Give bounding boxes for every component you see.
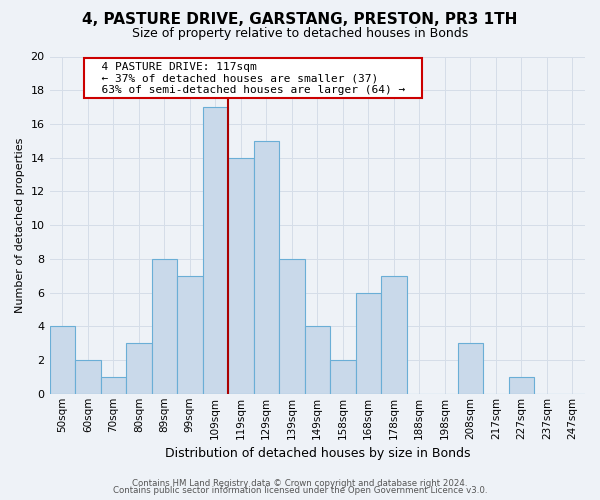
Text: Contains HM Land Registry data © Crown copyright and database right 2024.: Contains HM Land Registry data © Crown c… bbox=[132, 478, 468, 488]
Bar bbox=[101, 377, 126, 394]
X-axis label: Distribution of detached houses by size in Bonds: Distribution of detached houses by size … bbox=[164, 447, 470, 460]
Bar bbox=[228, 158, 254, 394]
Bar bbox=[305, 326, 330, 394]
Bar bbox=[50, 326, 75, 394]
Bar bbox=[177, 276, 203, 394]
Bar bbox=[279, 259, 305, 394]
Bar bbox=[356, 292, 381, 394]
Text: Size of property relative to detached houses in Bonds: Size of property relative to detached ho… bbox=[132, 28, 468, 40]
Bar bbox=[126, 343, 152, 394]
Bar bbox=[152, 259, 177, 394]
Bar bbox=[203, 107, 228, 394]
Bar bbox=[75, 360, 101, 394]
Bar bbox=[509, 377, 534, 394]
Bar bbox=[381, 276, 407, 394]
Bar bbox=[458, 343, 483, 394]
Y-axis label: Number of detached properties: Number of detached properties bbox=[15, 138, 25, 313]
Text: Contains public sector information licensed under the Open Government Licence v3: Contains public sector information licen… bbox=[113, 486, 487, 495]
Text: 4 PASTURE DRIVE: 117sqm
  ← 37% of detached houses are smaller (37)
  63% of sem: 4 PASTURE DRIVE: 117sqm ← 37% of detache… bbox=[88, 62, 419, 95]
Bar bbox=[254, 141, 279, 394]
Bar bbox=[330, 360, 356, 394]
Text: 4, PASTURE DRIVE, GARSTANG, PRESTON, PR3 1TH: 4, PASTURE DRIVE, GARSTANG, PRESTON, PR3… bbox=[82, 12, 518, 28]
